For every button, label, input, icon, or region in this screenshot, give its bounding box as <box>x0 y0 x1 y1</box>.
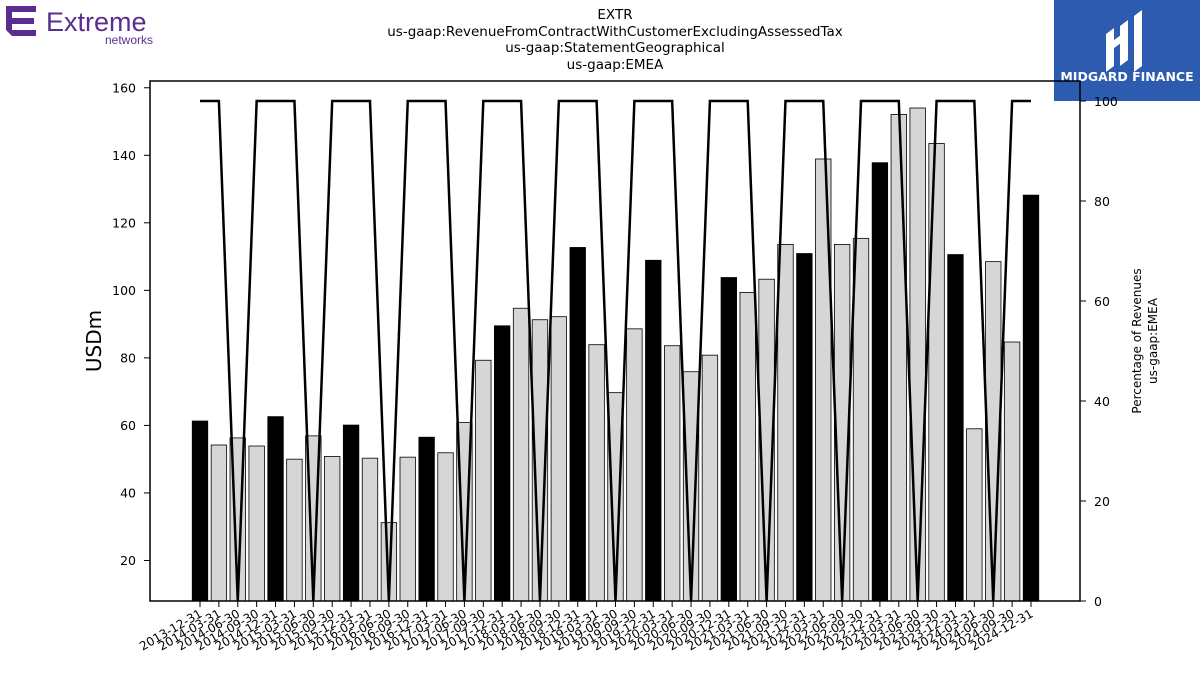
right-axis-ticks: 0 20 40 60 80 100 <box>1080 94 1118 609</box>
y-tick-label: 40 <box>120 485 136 500</box>
bar-2019-12-31 <box>645 259 662 602</box>
bar-2022-12-31 <box>871 162 889 602</box>
bar-2014-09-30 <box>248 445 265 602</box>
y2-tick-label: 80 <box>1094 194 1110 209</box>
y-axis-label: USDm <box>82 310 106 372</box>
y2-tick-label: 20 <box>1094 494 1110 509</box>
bar-2023-12-31 <box>947 254 964 602</box>
bar-2020-03-31 <box>664 345 681 602</box>
midgard-logo-mark-icon <box>1106 10 1142 72</box>
bar-2015-12-31 <box>342 424 360 602</box>
bar-2023-06-30 <box>909 107 926 602</box>
bar-2019-03-31 <box>588 344 605 602</box>
left-axis-ticks: 20 40 60 80 100 120 140 160 <box>112 80 150 568</box>
bar-2018-09-30 <box>550 316 567 602</box>
bar-2014-03-31 <box>210 444 228 602</box>
y2-tick-label: 100 <box>1094 94 1118 109</box>
extreme-logo-mark-icon <box>6 6 36 36</box>
y-tick-label: 120 <box>112 215 136 230</box>
y2-tick-label: 0 <box>1094 594 1102 609</box>
x-axis-ticks: 2013-12-312014-03-312014-06-302014-09-30… <box>137 601 1036 653</box>
title-member: us-gaap:EMEA <box>566 56 664 73</box>
bar-2022-09-30 <box>852 237 870 602</box>
logo-brand-text: Extreme <box>46 7 147 37</box>
bar-2024-12-31 <box>1022 194 1040 602</box>
title-concept: us-gaap:RevenueFromContractWithCustomerE… <box>387 23 843 40</box>
bar-2018-03-31 <box>512 307 530 602</box>
bar-2021-03-31 <box>739 291 756 602</box>
bar-2017-03-31 <box>437 452 454 602</box>
y2-axis-label-line1: Percentage of Revenues <box>1130 268 1144 413</box>
bar-2015-03-31 <box>286 458 303 602</box>
y2-tick-label: 40 <box>1094 394 1110 409</box>
bar-2017-12-31 <box>494 325 511 602</box>
bar-2024-03-31 <box>966 428 983 602</box>
bar-2021-09-30 <box>777 244 794 602</box>
chart-title: EXTR us-gaap:RevenueFromContractWithCust… <box>300 7 930 73</box>
bar-2024-09-30 <box>1003 341 1021 602</box>
bar-2023-03-31 <box>890 114 907 602</box>
title-ticker: EXTR <box>597 7 633 23</box>
bar-2016-03-31 <box>361 457 379 602</box>
bar-2013-12-31 <box>191 420 209 602</box>
bar-2019-09-30 <box>626 328 643 602</box>
bar-2016-12-31 <box>418 436 435 602</box>
y-tick-label: 100 <box>112 283 136 298</box>
y2-tick-label: 60 <box>1094 294 1110 309</box>
bar-2016-09-30 <box>399 456 416 602</box>
midgard-finance-logo: MIDGARD FINANCE <box>1054 0 1200 101</box>
y-tick-label: 140 <box>112 148 136 163</box>
logo-right-text: MIDGARD FINANCE <box>1060 69 1193 84</box>
logo-sub-text: networks <box>105 33 153 47</box>
y-tick-label: 20 <box>120 553 136 568</box>
bar-2014-12-31 <box>267 416 284 602</box>
bar-2015-09-30 <box>324 456 341 602</box>
y-tick-label: 80 <box>120 350 136 365</box>
bar-2018-12-31 <box>569 247 586 602</box>
bar-2022-06-30 <box>833 244 851 602</box>
y-tick-label: 160 <box>112 80 136 95</box>
bar-series <box>191 107 1040 602</box>
bar-2017-09-30 <box>475 359 492 602</box>
extreme-networks-logo: Extreme networks <box>4 4 174 48</box>
bar-2021-12-31 <box>796 253 813 602</box>
bar-2020-12-31 <box>720 277 737 602</box>
y2-axis-label-line2: us-gaap:EMEA <box>1146 297 1160 384</box>
y-tick-label: 60 <box>120 418 136 433</box>
bar-2020-09-30 <box>701 354 719 602</box>
title-axis: us-gaap:StatementGeographical <box>505 40 725 56</box>
